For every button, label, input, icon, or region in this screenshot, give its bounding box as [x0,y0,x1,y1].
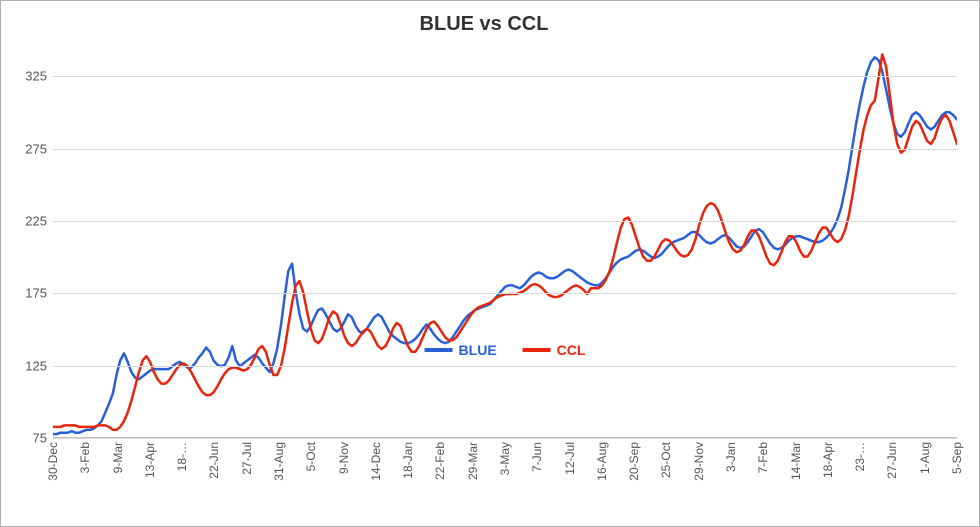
series-line-blue [53,57,957,434]
legend-label-ccl: CCL [557,342,586,358]
x-tick-label: 3-Feb [78,442,92,473]
x-tick-label: 1-Aug [918,442,932,474]
y-axis-labels: 75125175225275325 [7,40,47,438]
legend-swatch-ccl [523,348,551,352]
x-tick-label: 9-Mar [111,442,125,473]
x-tick-label: 18-Apr [821,442,835,478]
x-tick-label: 23-… [853,442,867,471]
x-tick-label: 31-Aug [272,442,286,481]
series-svg [53,40,957,437]
legend-swatch-blue [425,348,453,352]
x-tick-label: 22-Feb [433,442,447,480]
x-tick-label: 30-Dec [46,442,60,481]
x-tick-label: 18-… [175,442,189,471]
legend: BLUE CCL [425,342,586,358]
x-tick-label: 13-Apr [143,442,157,478]
y-tick-label: 175 [7,286,47,301]
x-tick-label: 7-Jun [530,442,544,472]
x-tick-label: 29-Mar [466,442,480,480]
x-tick-label: 3-Jan [724,442,738,472]
legend-label-blue: BLUE [459,342,497,358]
chart-title: BLUE vs CCL [7,13,961,36]
legend-item-blue: BLUE [425,342,497,358]
x-tick-label: 7-Feb [756,442,770,473]
x-axis-labels: 30-Dec3-Feb9-Mar13-Apr18-…22-Jun27-Jul31… [53,438,957,508]
x-tick-label: 16-Aug [595,442,609,481]
x-tick-label: 22-Jun [207,442,221,479]
gridline [53,366,957,367]
x-tick-label: 18-Jan [401,442,415,479]
y-tick-label: 225 [7,213,47,228]
gridline [53,149,957,150]
gridline [53,76,957,77]
x-tick-label: 5-Sep [950,442,964,474]
x-tick-label: 27-Jun [885,442,899,479]
plot-rect [53,40,957,438]
y-tick-label: 75 [7,431,47,446]
x-tick-label: 14-Dec [369,442,383,481]
x-tick-label: 25-Oct [659,442,673,478]
y-tick-label: 125 [7,358,47,373]
plot-area: 75125175225275325 BLUE CCL [53,40,957,438]
y-tick-label: 325 [7,69,47,84]
x-tick-label: 14-Mar [789,442,803,480]
x-tick-label: 20-Sep [627,442,641,481]
x-tick-label: 12-Jul [563,442,577,475]
x-tick-label: 29-Nov [692,442,706,481]
x-tick-label: 3-May [498,442,512,475]
y-tick-label: 275 [7,141,47,156]
gridline [53,221,957,222]
gridline [53,293,957,294]
x-tick-label: 9-Nov [337,442,351,474]
chart-container: BLUE vs CCL 75125175225275325 BLUE CCL 3… [0,0,980,527]
x-tick-label: 27-Jul [240,442,254,475]
legend-item-ccl: CCL [523,342,586,358]
x-tick-label: 5-Oct [304,442,318,471]
